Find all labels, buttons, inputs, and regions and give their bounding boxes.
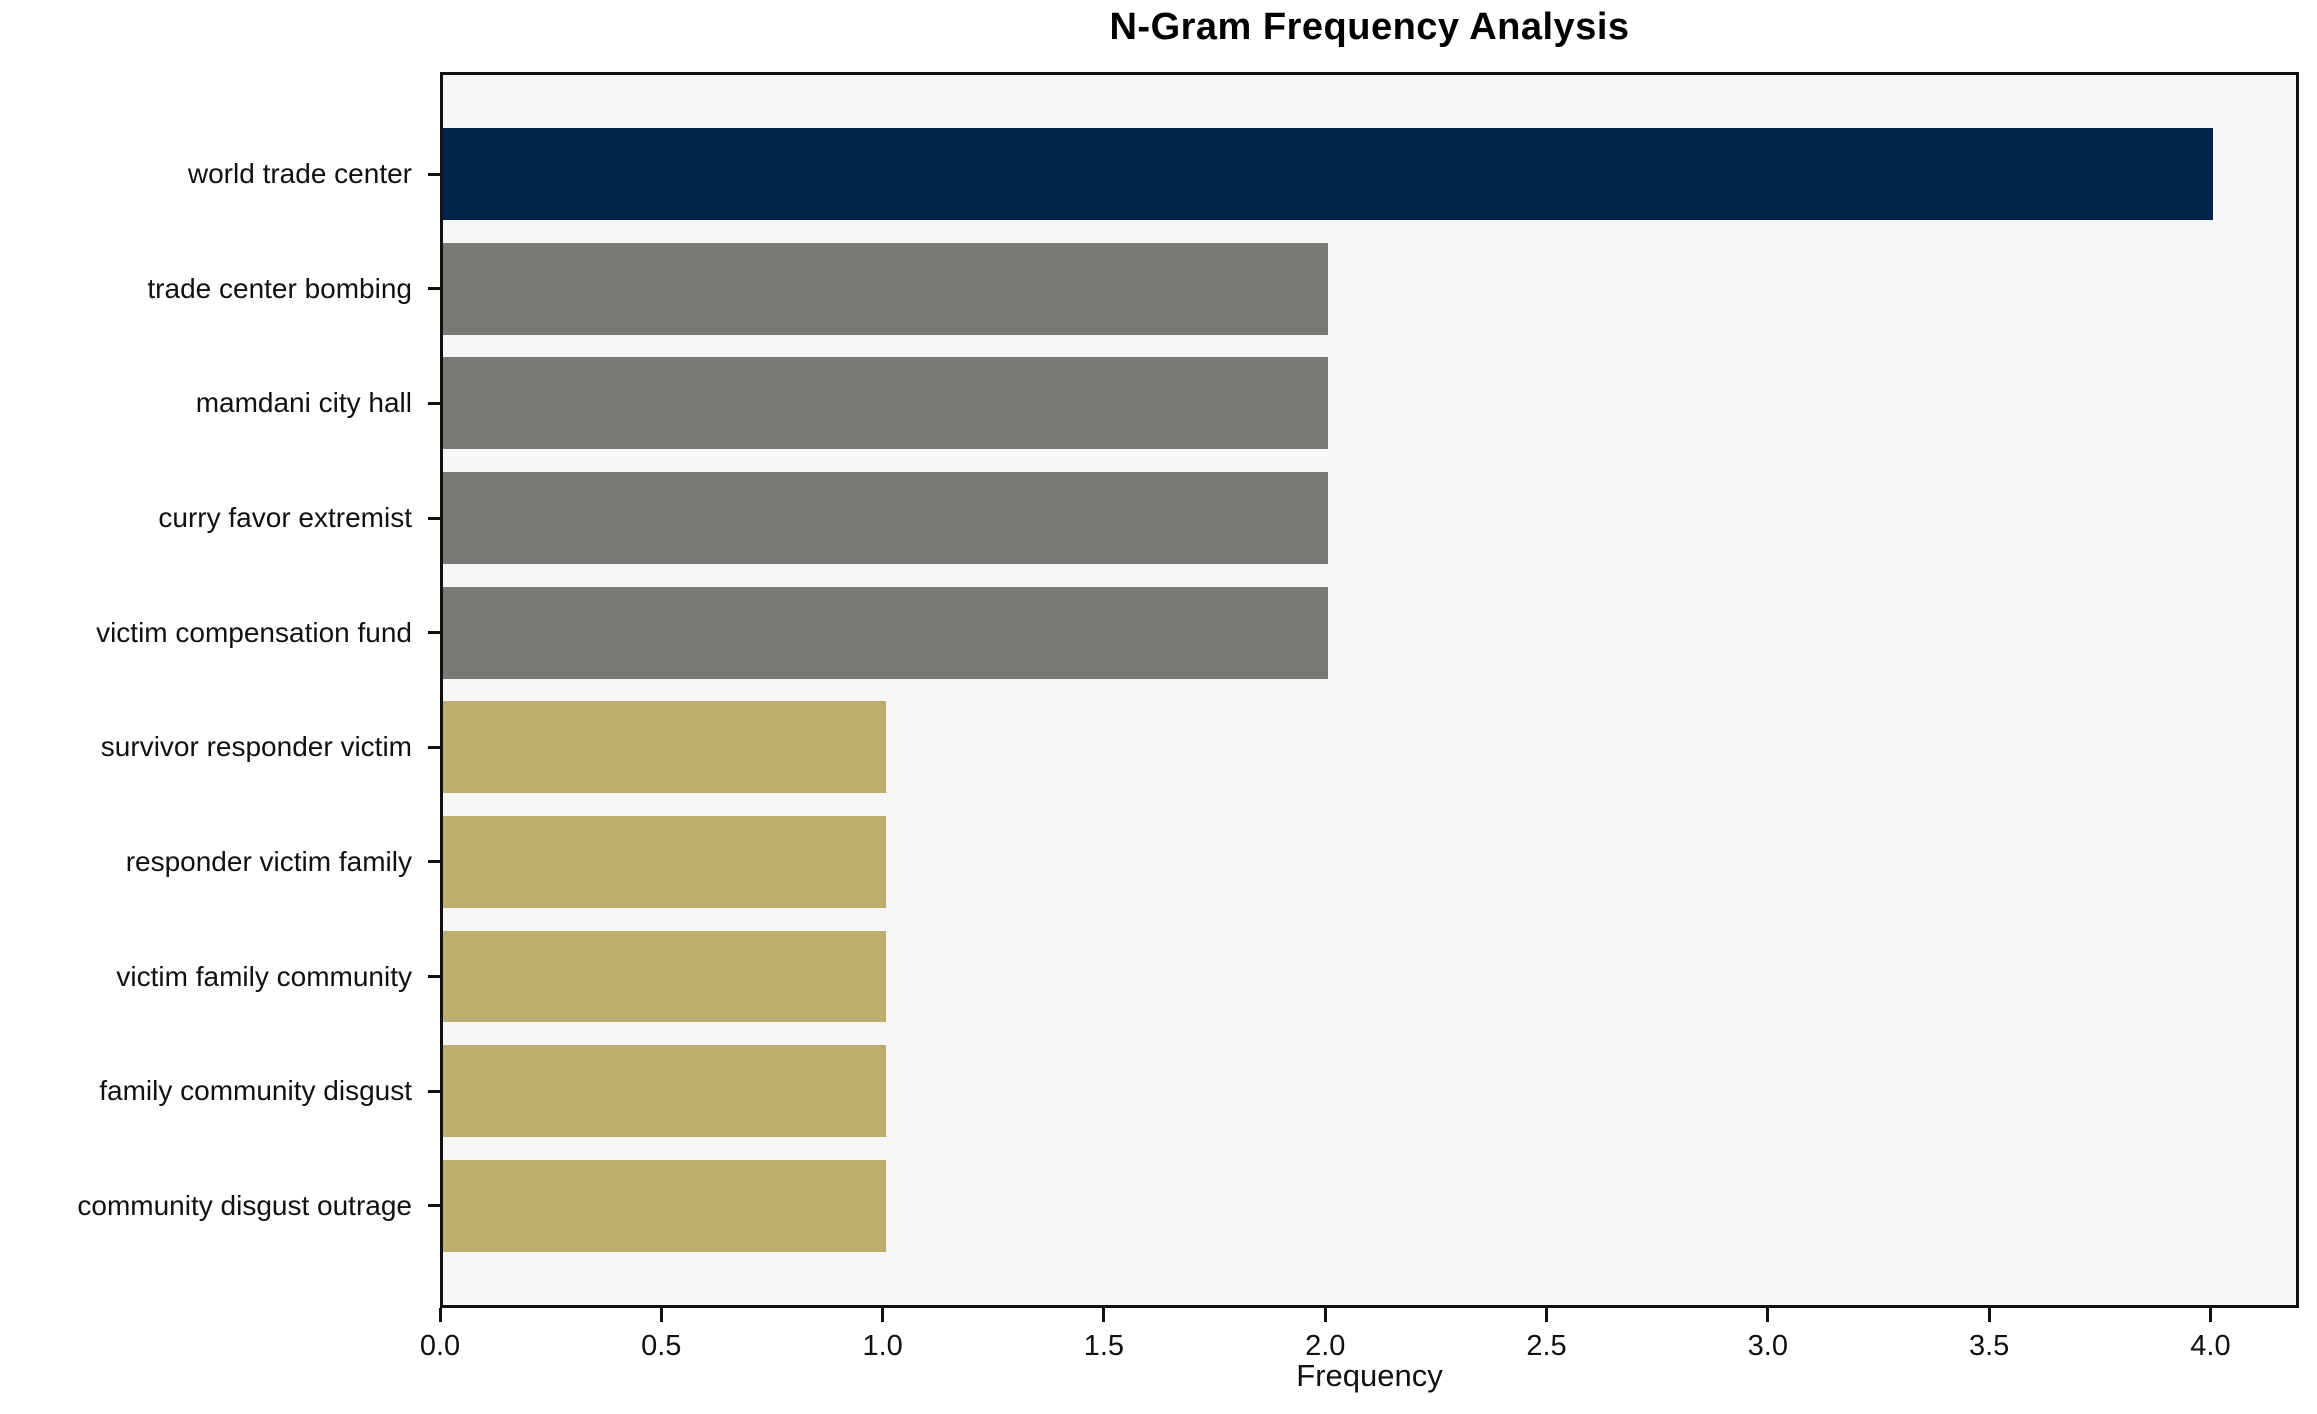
- x-tick-mark: [1766, 1308, 1770, 1322]
- y-tick-mark: [428, 745, 440, 749]
- y-tick-label: survivor responder victim: [100, 731, 412, 763]
- y-tick-label: curry favor extremist: [158, 502, 412, 533]
- x-tick-label: 4.0: [2190, 1330, 2231, 1362]
- x-tick-label: 0.0: [419, 1330, 461, 1362]
- x-tick-mark: [881, 1308, 885, 1322]
- chart-title: N-Gram Frequency Analysis: [1109, 6, 1630, 48]
- y-tick-label: victim family community: [116, 960, 412, 992]
- y-tick-mark: [428, 287, 440, 291]
- x-tick-label: 1.5: [1083, 1330, 1125, 1362]
- y-tick-mark: [428, 401, 440, 405]
- x-axis-label: Frequency: [1296, 1358, 1443, 1393]
- y-tick-label: responder victim family: [125, 845, 412, 877]
- x-tick-mark: [438, 1308, 442, 1322]
- y-tick-label: community disgust outrage: [77, 1189, 412, 1221]
- x-tick-mark: [1987, 1308, 1991, 1322]
- y-tick-mark: [428, 172, 440, 176]
- y-tick-mark: [428, 975, 440, 979]
- bar-family-community-disgust: [443, 1045, 886, 1138]
- bar-responder-victim-family: [443, 816, 886, 908]
- x-tick-label: 1.0: [862, 1330, 903, 1362]
- bar-mamdani-city-hall: [443, 357, 1329, 450]
- plot-area: [440, 72, 2299, 1308]
- y-tick-label: world trade center: [187, 158, 412, 190]
- x-tick-mark: [2208, 1308, 2212, 1322]
- bar-victim-family-community: [443, 930, 886, 1023]
- y-tick-mark: [428, 631, 440, 635]
- x-tick-mark: [659, 1308, 663, 1322]
- bar-victim-compensation-fund: [443, 586, 1329, 679]
- y-tick-label: family community disgust: [99, 1075, 412, 1107]
- bar-survivor-responder-victim: [443, 701, 886, 794]
- bar-curry-favor-extremist: [443, 472, 1329, 564]
- y-tick-label: trade center bombing: [147, 272, 412, 304]
- bar-community-disgust-outrage: [443, 1160, 886, 1252]
- bar-trade-center-bombing: [443, 242, 1329, 335]
- x-tick-mark: [1545, 1308, 1549, 1322]
- x-tick-mark: [1323, 1308, 1327, 1322]
- y-tick-mark: [428, 1089, 440, 1093]
- x-tick-label: 2.0: [1305, 1330, 1346, 1362]
- y-tick-label: mamdani city hall: [195, 387, 412, 419]
- x-tick-mark: [1102, 1308, 1106, 1322]
- x-tick-label: 0.5: [641, 1330, 682, 1362]
- bar-world-trade-center: [443, 128, 2214, 220]
- y-tick-mark: [428, 1204, 440, 1208]
- x-tick-label: 2.5: [1526, 1330, 1567, 1362]
- y-tick-mark: [428, 516, 440, 520]
- x-tick-label: 3.5: [1968, 1330, 2010, 1362]
- x-tick-label: 3.0: [1747, 1330, 1788, 1362]
- y-tick-label: victim compensation fund: [96, 616, 412, 648]
- y-tick-mark: [428, 860, 440, 864]
